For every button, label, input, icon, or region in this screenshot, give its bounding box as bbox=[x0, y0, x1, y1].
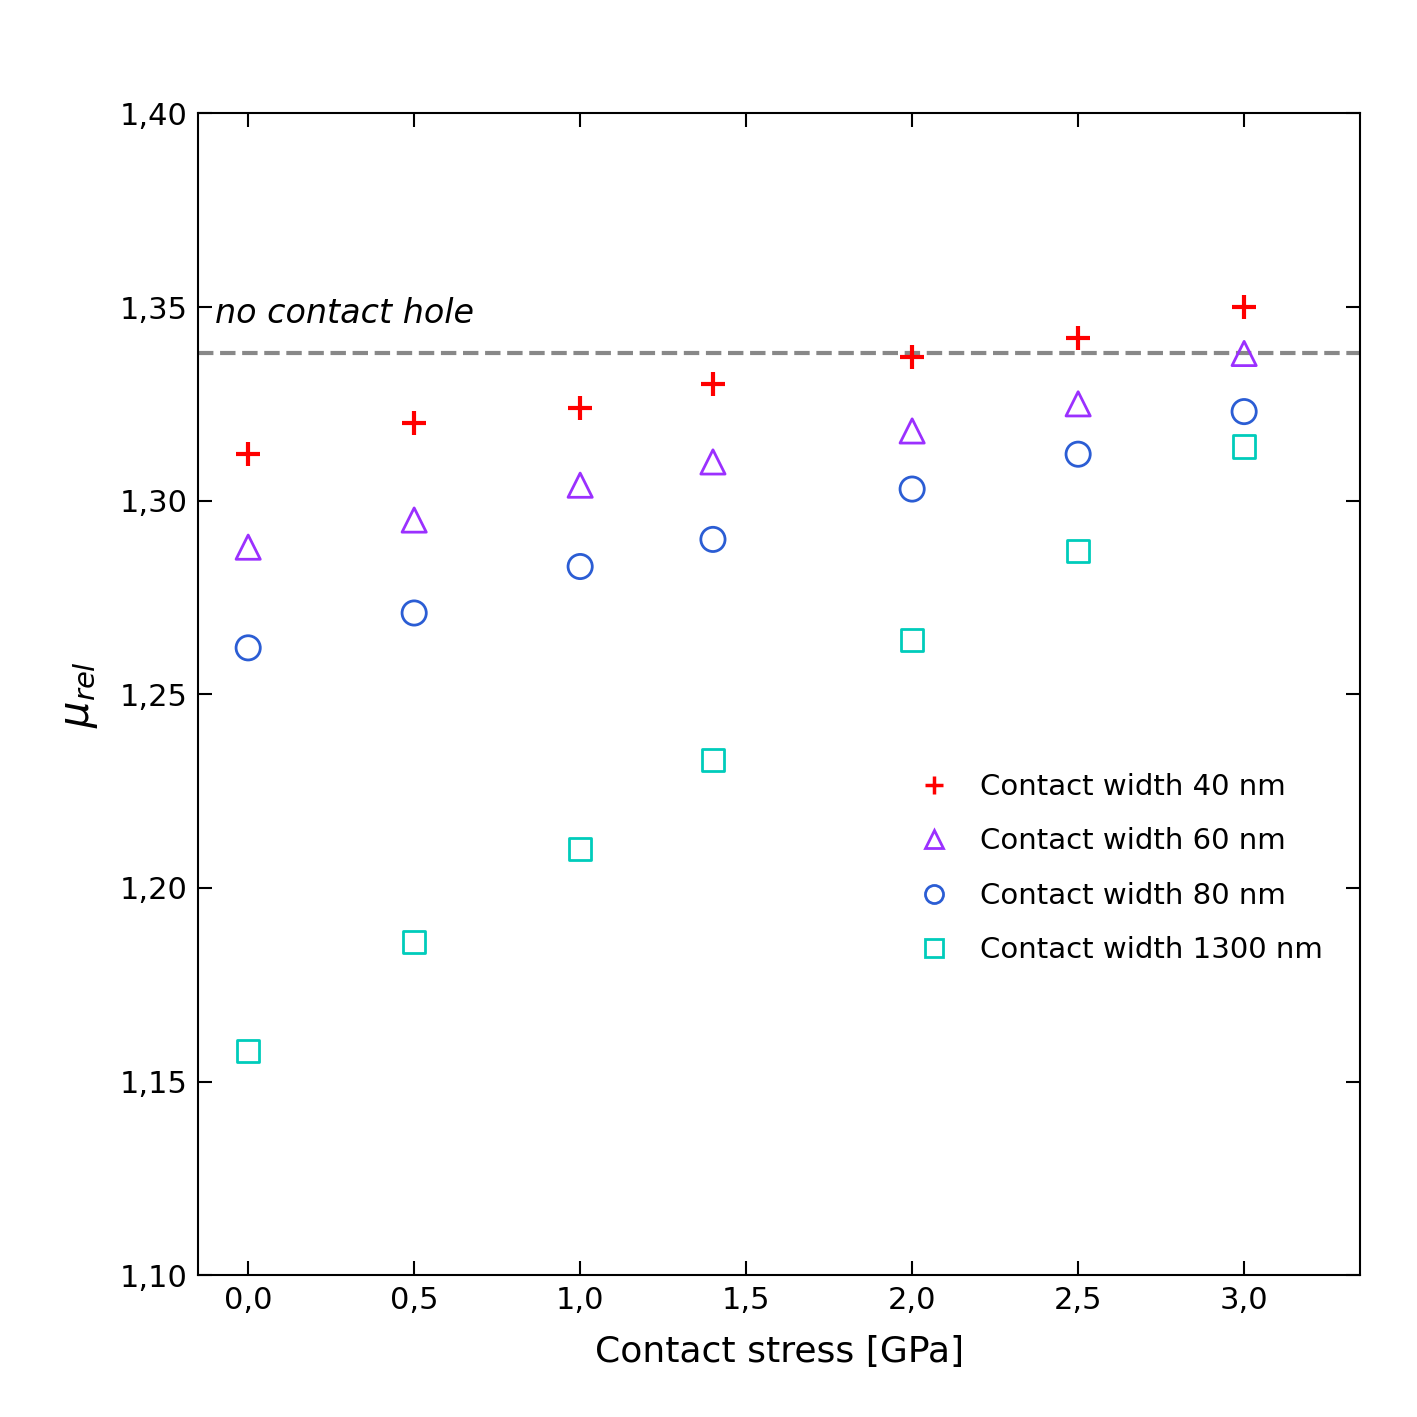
Contact width 80 nm bbox=[1233, 400, 1255, 422]
Contact width 1300 nm bbox=[1233, 435, 1255, 458]
Contact width 60 nm bbox=[1233, 341, 1255, 364]
Contact width 80 nm bbox=[701, 529, 724, 551]
Contact width 40 nm bbox=[237, 444, 259, 466]
Contact width 80 nm bbox=[237, 636, 259, 659]
Contact width 60 nm bbox=[402, 509, 425, 531]
Contact width 40 nm bbox=[1067, 327, 1090, 350]
Contact width 40 nm bbox=[1233, 296, 1255, 319]
Contact width 60 nm bbox=[1067, 393, 1090, 415]
Contact width 1300 nm bbox=[568, 837, 591, 860]
Contact width 1300 nm bbox=[1067, 540, 1090, 563]
Contact width 60 nm bbox=[901, 419, 924, 442]
Contact width 80 nm bbox=[402, 602, 425, 625]
Contact width 80 nm bbox=[901, 478, 924, 500]
Contact width 40 nm bbox=[901, 346, 924, 368]
Contact width 80 nm bbox=[1067, 444, 1090, 466]
Contact width 1300 nm bbox=[402, 931, 425, 954]
Y-axis label: $\mu_{rel}$: $\mu_{rel}$ bbox=[58, 660, 99, 728]
X-axis label: Contact stress [GPa]: Contact stress [GPa] bbox=[595, 1335, 964, 1369]
Legend: Contact width 40 nm, Contact width 60 nm, Contact width 80 nm, Contact width 130: Contact width 40 nm, Contact width 60 nm… bbox=[913, 774, 1322, 964]
Contact width 60 nm bbox=[701, 451, 724, 473]
Contact width 40 nm bbox=[402, 412, 425, 435]
Contact width 60 nm bbox=[237, 536, 259, 558]
Contact width 1300 nm bbox=[901, 629, 924, 652]
Contact width 1300 nm bbox=[237, 1039, 259, 1061]
Contact width 1300 nm bbox=[701, 748, 724, 771]
Contact width 40 nm bbox=[568, 397, 591, 419]
Text: no contact hole: no contact hole bbox=[215, 298, 473, 330]
Contact width 40 nm bbox=[701, 373, 724, 395]
Contact width 60 nm bbox=[568, 473, 591, 496]
Contact width 80 nm bbox=[568, 555, 591, 578]
